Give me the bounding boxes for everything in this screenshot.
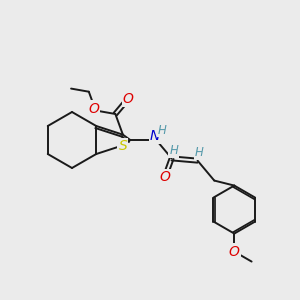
Text: H: H [169, 144, 178, 157]
Text: H: H [195, 146, 204, 159]
Text: O: O [229, 244, 240, 259]
Text: H: H [158, 124, 167, 136]
Text: N: N [150, 129, 160, 143]
Text: S: S [118, 139, 127, 153]
Text: O: O [123, 92, 134, 106]
Text: O: O [159, 170, 170, 184]
Text: O: O [88, 101, 99, 116]
